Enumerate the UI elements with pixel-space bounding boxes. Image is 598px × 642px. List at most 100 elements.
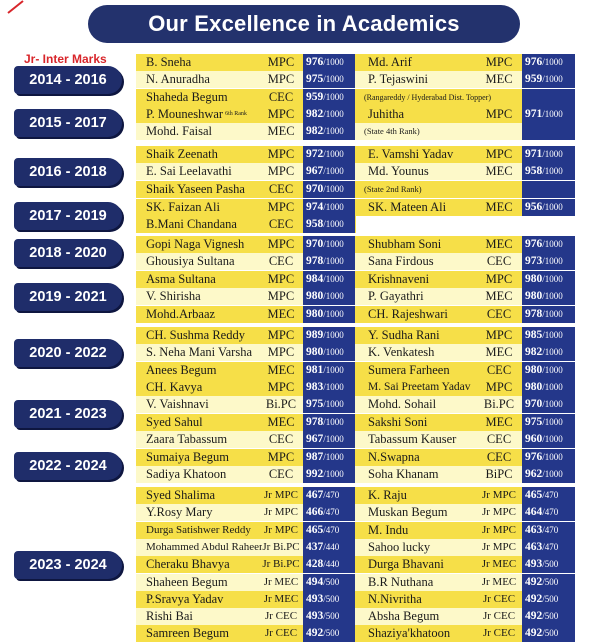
table-row: Sumaiya Begum MPC 987/1000 N.Swapna CEC 976/1… (136, 449, 575, 466)
marks-value: 978 (525, 307, 543, 320)
year-badge: 2019 - 2021 (14, 282, 122, 311)
marks-total: /1000 (542, 57, 563, 67)
table-row: Ghousiya Sultana CEC 978/1000 Sana Firdous C… (136, 253, 575, 271)
course: Jr MPC (482, 506, 516, 519)
marks-total: /1000 (323, 364, 344, 375)
course: Bi.PC (265, 397, 297, 412)
table-row: Sadiya Khatoon CEC 992/1000 Soha Khanam BiPC… (136, 466, 575, 484)
student-name-text: Sumaiya Begum (146, 450, 229, 464)
student-name-text: Asma Sultana (146, 272, 216, 286)
student-name-text: Shaheda Begum (146, 89, 228, 104)
course: MPC (267, 72, 295, 87)
marks-total: /1000 (323, 166, 344, 177)
marks: 464/470 (522, 504, 575, 522)
course: MPC (267, 345, 295, 360)
marks: 428/440 (303, 556, 355, 574)
marks-total: /1000 (323, 399, 344, 410)
marks-value: 972 (306, 148, 324, 160)
marks-value: 985 (525, 329, 543, 341)
marks-total: /1000 (323, 433, 344, 444)
table-row: CH. Kavya MPC 983/1000 M. Sai Preetam Yadav… (136, 379, 575, 396)
table-row: SK. Faizan Ali MPC 974/1000 SK. Mateen Ali M… (136, 199, 575, 216)
marks-value: 493 (306, 610, 324, 623)
marks: 492/500 (522, 573, 575, 591)
marks: 492/500 (522, 590, 575, 608)
course: Jr MPC (482, 540, 516, 553)
marks: 962/1000 (522, 466, 575, 484)
marks-total: /1000 (542, 399, 563, 410)
marks: 967/1000 (303, 163, 355, 181)
student-name: K. Venkatesh (368, 345, 435, 360)
marks: 978/1000 (303, 253, 355, 271)
note-text: (State 4th Rank) (364, 126, 420, 137)
marks: 967/1000 (303, 430, 355, 448)
marks-value: 493 (525, 558, 543, 571)
marks-total: /1000 (542, 469, 563, 480)
student-name: N.Nivritha (368, 591, 422, 606)
marks (522, 180, 575, 198)
marks: 976/1000 (522, 236, 575, 253)
student-name-text: V. Shirisha (146, 289, 201, 304)
marks-value: 492 (306, 627, 324, 640)
marks-total: /470 (542, 524, 559, 535)
marks-value: 976 (525, 451, 543, 463)
student-name: Syed Shalima (146, 487, 262, 504)
marks: 982/1000 (522, 344, 575, 362)
student-name: Soha Khanam (368, 467, 439, 482)
course: Jr CEC (264, 627, 298, 640)
student-name-text: Shaheen Begum (146, 574, 228, 589)
student-name-text: Syed Sahul (146, 414, 203, 429)
marks-total: /1000 (323, 256, 344, 267)
marks-value: 980 (306, 307, 324, 320)
course: MEC (485, 72, 513, 87)
table-row: E. Sai Leelavathi MPC 967/1000 Md. Younus ME… (136, 163, 575, 181)
marks-total: /1000 (542, 166, 563, 177)
marks: 974/1000 (303, 199, 355, 216)
year-badge: 2015 - 2017 (14, 109, 122, 138)
student-name: V. Shirisha (146, 288, 262, 305)
marks-total: /1000 (323, 330, 344, 340)
student-name: P. Tejaswini (368, 72, 429, 87)
table-row: Shaik Zeenath MPC 972/1000 E. Vamshi Yadav M… (136, 146, 575, 163)
rank-note: 6th Rank (225, 111, 247, 117)
marks-value: 976 (525, 56, 543, 68)
marks: 982/1000 (303, 123, 355, 141)
course: Jr Bi.PC (262, 540, 300, 553)
marks: 465/470 (303, 521, 355, 539)
marks-total: /1000 (542, 256, 563, 267)
marks-total: /1000 (542, 291, 563, 302)
year-badge: 2014 - 2016 (14, 65, 122, 94)
student-name: K. Raju (368, 488, 407, 502)
student-name-text: Shaik Yaseen Pasha (146, 181, 245, 196)
year-badge: 2017 - 2019 (14, 202, 122, 231)
marks: 975/1000 (303, 396, 355, 414)
course: MEC (485, 414, 513, 429)
marks-value: 492 (525, 627, 543, 640)
table-row: B.Mani Chandana CEC 958/1000 (136, 216, 575, 234)
student-name: E. Vamshi Yadav (368, 147, 454, 161)
marks: 983/1000 (303, 379, 355, 396)
student-name: Y. Sudha Rani (368, 328, 440, 342)
student-name-text: B. Sneha (146, 55, 192, 69)
marks: 970/1000 (303, 180, 355, 198)
marks: 973/1000 (522, 253, 575, 271)
student-name: Samreen Begum (146, 625, 262, 642)
course (478, 181, 520, 198)
marks-total: /1000 (542, 364, 563, 375)
table-row: Syed Sahul MEC 978/1000 Sakshi Soni MEC 975/1… (136, 413, 575, 431)
course: Jr CEC (482, 627, 516, 640)
table-row: Shaheda Begum CEC 959/1000 (Rangareddy / Hy… (136, 88, 575, 106)
course: MPC (267, 237, 295, 251)
year-badge: 2018 - 2020 (14, 239, 122, 268)
marks: 980/1000 (303, 288, 355, 306)
student-name: B.Mani Chandana (146, 216, 262, 233)
marks-total: /1000 (323, 109, 344, 119)
student-name: Krishnaveni (368, 272, 430, 286)
student-name-text: Mohd. Faisal (146, 124, 212, 139)
student-name: Muskan Begum (368, 505, 448, 520)
marks: 980/1000 (522, 288, 575, 306)
student-name: N. Anuradha (146, 71, 262, 88)
marks-total: /500 (323, 611, 340, 622)
student-name: CH. Rajeshwari (368, 306, 448, 321)
student-name: Durga Satishwer Reddy (146, 522, 262, 539)
